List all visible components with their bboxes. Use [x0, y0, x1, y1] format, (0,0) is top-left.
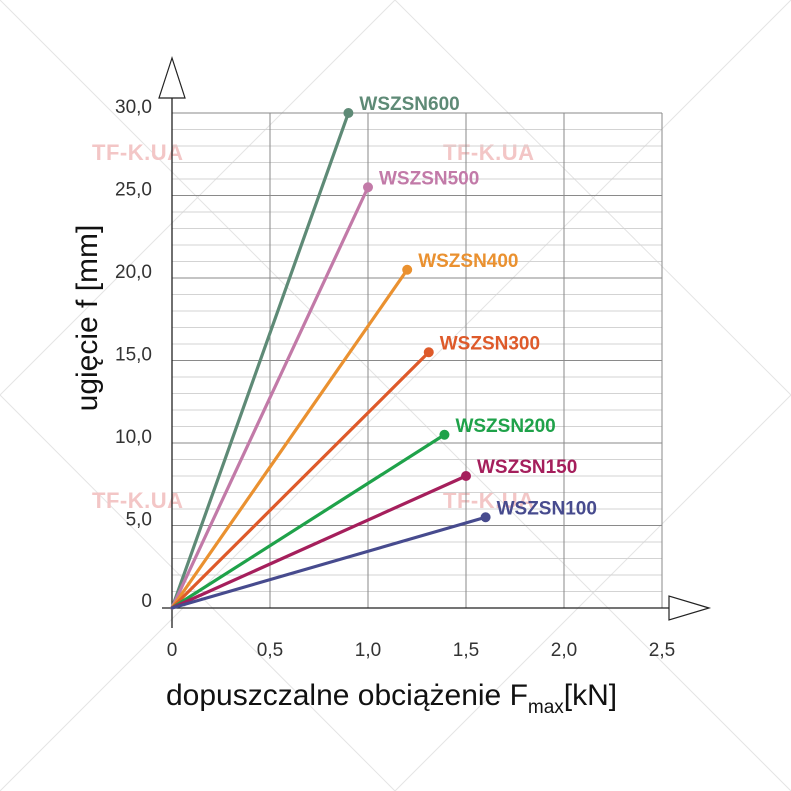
series-endpoint — [343, 108, 354, 118]
series-label: WSZSN150 — [477, 457, 577, 478]
y-tick-label: 30,0 — [115, 97, 152, 118]
series-label: WSZSN100 — [497, 498, 597, 519]
series-endpoint — [363, 182, 373, 193]
x-axis-title-subscript: max — [528, 697, 564, 718]
series-endpoint — [480, 512, 491, 523]
x-axis-title: dopuszczalne obciążenie Fmax[kN] — [166, 679, 617, 718]
series-endpoint — [402, 264, 413, 275]
series-labels: WSZSN600 WSZSN500 WSZSN400 WSZSN300 WSZSN200… — [359, 94, 597, 519]
series-line — [170, 185, 370, 610]
watermark-text: TF-K.UA — [443, 140, 534, 165]
series-endpoint — [439, 429, 450, 440]
y-tick-label: 10,0 — [115, 427, 152, 448]
background-diagonal — [0, 0, 396, 396]
x-axis-title-main: dopuszczalne obciążenie F — [166, 679, 528, 712]
watermark-text: TF-K.UA — [92, 488, 183, 513]
x-axis-title-unit: [kN] — [564, 679, 617, 712]
series-line — [170, 111, 350, 610]
series-label: WSZSN200 — [455, 416, 555, 437]
watermark-text: TF-K.UA — [92, 140, 183, 165]
series-endpoint — [461, 471, 471, 481]
x-tick-label: 2,0 — [551, 640, 577, 661]
y-tick-label: 20,0 — [115, 262, 152, 283]
y-tick-label: 15,0 — [115, 345, 152, 366]
y-axis-arrow — [158, 56, 186, 99]
series-line — [170, 268, 409, 610]
major-grid — [172, 112, 663, 608]
series-label: WSZSN400 — [418, 251, 518, 272]
y-tick-label: 5,0 — [126, 510, 152, 531]
series-label: WSZSN300 — [440, 333, 540, 354]
y-tick-label: 0 — [141, 591, 152, 612]
series-line — [170, 350, 431, 610]
series-line — [170, 515, 488, 610]
series-label: WSZSN500 — [379, 168, 479, 189]
x-tick-label: 0,5 — [257, 640, 283, 661]
minor-grid — [172, 129, 662, 592]
axes — [158, 56, 712, 628]
series-label: WSZSN600 — [359, 94, 459, 115]
background-diagonal — [394, 0, 791, 396]
x-tick-label: 2,5 — [649, 640, 675, 661]
tick-labels: 0 5,0 10,0 15,0 20,0 25,0 30,0 0 0,5 1,0 1,5 2,0 2,5 — [115, 97, 675, 661]
series-endpoint — [423, 347, 434, 358]
x-tick-label: 1,0 — [355, 640, 381, 661]
y-tick-label: 25,0 — [115, 180, 152, 201]
background-diagonal — [394, 394, 791, 791]
x-axis-arrow — [668, 595, 712, 621]
series-line — [170, 474, 468, 610]
series-line — [170, 433, 447, 610]
series-lines — [170, 108, 491, 610]
y-axis-title: ugięcie f [mm] — [71, 225, 104, 412]
x-tick-label: 1,5 — [453, 640, 479, 661]
x-tick-label: 0 — [167, 640, 178, 661]
